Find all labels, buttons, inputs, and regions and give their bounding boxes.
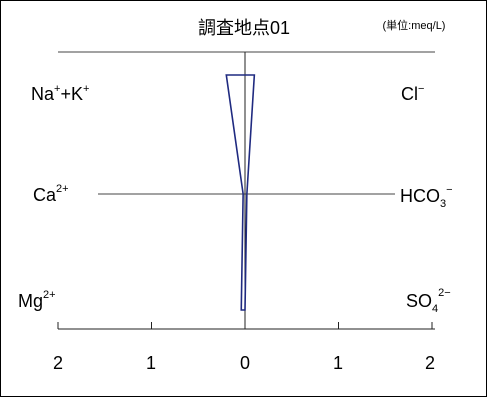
x-axis-ticks [57, 322, 433, 329]
tick-label: 1 [333, 353, 343, 373]
anion-label-so4: SO42− [406, 287, 451, 315]
tick-label: 2 [425, 353, 435, 373]
x-axis-tick-labels: 2 1 0 1 2 [53, 353, 435, 373]
chart-title: 調査地点01 [198, 18, 290, 38]
tick-label: 1 [146, 353, 156, 373]
cation-label-mg: Mg2+ [18, 289, 56, 311]
cation-label-ca: Ca2+ [33, 183, 69, 205]
tick-label: 0 [240, 353, 250, 373]
unit-label: (単位:meq/L) [383, 18, 446, 32]
cation-label-na-k: Na++K+ [31, 83, 89, 104]
stiff-polygon [225, 74, 256, 311]
anion-label-cl: Cl− [401, 83, 424, 104]
tick-label: 2 [53, 353, 63, 373]
anion-label-hco3: HCO3− [400, 184, 453, 210]
